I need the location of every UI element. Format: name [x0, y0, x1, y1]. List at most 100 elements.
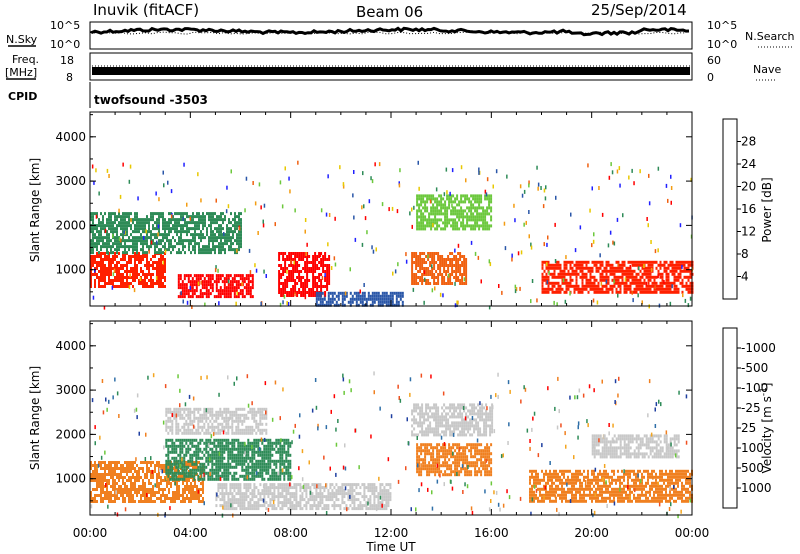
power-cell: [300, 255, 303, 258]
power-cell: [328, 282, 331, 285]
power-cell: [104, 258, 106, 261]
velocity-cell: [110, 464, 112, 467]
power-cell: [184, 230, 186, 234]
velocity-cell: [116, 482, 118, 485]
power-cell: [186, 221, 188, 225]
velocity-cell: [329, 492, 332, 496]
power-cell: [591, 281, 594, 285]
power-cell: [315, 297, 318, 301]
velocity-cell: [287, 483, 290, 487]
velocity-cell: [181, 450, 184, 454]
power-cell: [100, 273, 102, 276]
power-cell: [453, 264, 456, 267]
power-cell: [126, 215, 128, 219]
power-cell: [687, 263, 690, 267]
power-cell: [659, 287, 662, 291]
power-cell: [158, 264, 160, 267]
velocity-cell: [193, 462, 196, 466]
power-scatter-cell: [129, 164, 132, 169]
velocity-cell: [255, 438, 258, 442]
power-cell: [339, 291, 342, 295]
power-cell: [190, 227, 192, 231]
power-cell: [308, 267, 311, 270]
power-cell: [615, 278, 618, 282]
velocity-cell: [247, 483, 250, 487]
power-cell: [134, 224, 136, 228]
power-cell: [575, 263, 578, 267]
velocity-cell: [144, 497, 146, 500]
power-cell: [226, 233, 228, 237]
velocity-cell: [313, 495, 316, 499]
power-cell: [551, 287, 554, 291]
power-cell: [204, 251, 206, 255]
velocity-cell: [263, 453, 266, 457]
power-cell: [215, 280, 218, 284]
power-cell: [128, 224, 130, 228]
power-scatter-cell: [200, 280, 202, 285]
power-cell: [222, 218, 224, 222]
power-cell: [288, 270, 291, 273]
velocity-cell: [291, 504, 294, 508]
velocity-cell: [100, 500, 102, 503]
power-cell: [278, 282, 281, 285]
power-cell: [231, 286, 234, 290]
velocity-cell: [188, 491, 190, 494]
power-cell: [210, 239, 212, 243]
velocity-cell: [231, 447, 234, 451]
power-cell: [581, 272, 584, 276]
power-cell: [651, 260, 654, 264]
beam-title: Beam 06: [356, 3, 423, 21]
velocity-cell: [231, 507, 234, 511]
power-cell: [193, 280, 196, 284]
power-cell: [294, 270, 297, 273]
velocity-cell: [265, 492, 268, 496]
power-cell: [249, 289, 252, 293]
velocity-cell: [106, 473, 108, 476]
power-cell: [308, 270, 311, 273]
power-scatter-cell: [263, 203, 266, 208]
velocity-cell: [205, 441, 208, 445]
power-cell: [232, 218, 234, 222]
velocity-cell: [335, 489, 338, 493]
power-scatter-cell: [409, 211, 411, 216]
power-cell: [310, 261, 313, 264]
velocity-cell: [279, 456, 282, 460]
power-cell: [679, 260, 682, 264]
power-cell: [183, 289, 186, 293]
velocity-cell: [118, 476, 120, 479]
power-cell: [236, 227, 238, 231]
velocity-cell: [245, 507, 248, 511]
power-cell: [484, 197, 487, 201]
velocity-cell: [261, 453, 264, 457]
velocity-cell: [231, 453, 234, 457]
velocity-cell: [202, 491, 204, 494]
power-cell: [134, 227, 136, 231]
velocity-cell: [257, 438, 260, 442]
power-cell: [677, 287, 680, 291]
power-cell: [90, 215, 92, 219]
power-cell: [415, 264, 418, 267]
velocity-cell: [225, 465, 228, 469]
velocity-cell: [305, 501, 308, 505]
velocity-cell: [175, 450, 178, 454]
power-ylabel: Slant Range [km]: [28, 158, 42, 262]
power-cell: [168, 212, 170, 216]
power-scatter-cell: [399, 168, 401, 173]
velocity-cell: [152, 476, 154, 479]
power-cell: [315, 300, 318, 304]
power-cell: [102, 224, 104, 228]
power-cell: [160, 279, 162, 282]
power-cell: [162, 233, 164, 237]
power-cell: [575, 275, 578, 279]
power-cell: [294, 258, 297, 261]
power-cell: [195, 295, 198, 299]
power-cell: [243, 277, 246, 281]
velocity-cell: [215, 450, 218, 454]
power-cell: [438, 218, 441, 222]
power-cell: [284, 291, 287, 294]
power-cell: [104, 255, 106, 258]
power-cell: [377, 294, 380, 298]
power-cell: [170, 230, 172, 234]
power-cell: [92, 248, 94, 252]
velocity-cell: [251, 474, 254, 478]
